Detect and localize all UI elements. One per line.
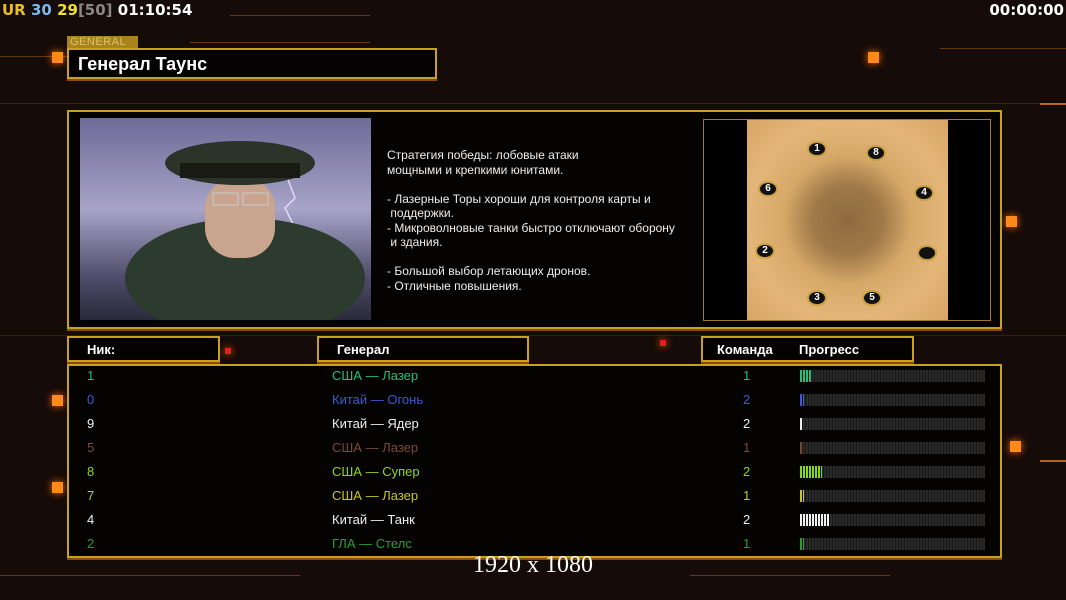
header-general: Генерал bbox=[317, 336, 529, 362]
progress-fill bbox=[800, 370, 812, 382]
player-nick: 5 bbox=[87, 440, 95, 455]
player-team: 1 bbox=[743, 440, 751, 455]
progress-bar bbox=[800, 442, 985, 454]
spawn-point[interactable]: 2 bbox=[755, 243, 775, 259]
ur-label: UR bbox=[2, 1, 26, 19]
header-nick: Ник: bbox=[67, 336, 220, 362]
player-team: 2 bbox=[743, 512, 751, 527]
progress-fill bbox=[800, 442, 802, 454]
spawn-point[interactable]: 5 bbox=[862, 290, 882, 306]
player-nick: 0 bbox=[87, 392, 95, 407]
progress-bar bbox=[800, 370, 985, 382]
spawn-point[interactable]: 3 bbox=[807, 290, 827, 306]
player-row[interactable]: 4 Китай — Танк 2 bbox=[69, 510, 999, 534]
player-general: США — Лазер bbox=[332, 440, 419, 455]
spawn-point[interactable] bbox=[917, 245, 937, 261]
player-nick: 9 bbox=[87, 416, 95, 431]
player-team: 2 bbox=[743, 464, 751, 479]
player-nick: 1 bbox=[87, 368, 95, 383]
player-row[interactable]: 2 ГЛА — Стелс 1 bbox=[69, 534, 999, 558]
hud-stats: UR 30 29[50] 01:10:54 bbox=[2, 1, 192, 19]
player-team: 2 bbox=[743, 392, 751, 407]
game-clock: 00:00:00 bbox=[989, 1, 1064, 19]
spawn-point[interactable]: 1 bbox=[807, 141, 827, 157]
player-row[interactable]: 5 США — Лазер 1 bbox=[69, 438, 999, 462]
general-tag: GENERAL bbox=[67, 36, 138, 48]
player-general: Китай — Огонь bbox=[332, 392, 424, 407]
resolution-label: 1920 x 1080 bbox=[473, 552, 593, 578]
players-table: 1 США — Лазер 1 0 Китай — Огонь 2 9 Кита… bbox=[67, 364, 1002, 558]
player-row[interactable]: 1 США — Лазер 1 bbox=[69, 366, 999, 390]
spawn-point[interactable]: 4 bbox=[914, 185, 934, 201]
elapsed-time: 01:10:54 bbox=[117, 1, 193, 19]
progress-bar bbox=[800, 418, 985, 430]
progress-bar bbox=[800, 490, 985, 502]
progress-bar bbox=[800, 394, 985, 406]
player-general: Китай — Танк bbox=[332, 512, 415, 527]
general-name: Генерал Таунс bbox=[67, 48, 437, 79]
player-row[interactable]: 0 Китай — Огонь 2 bbox=[69, 390, 999, 414]
progress-bar bbox=[800, 514, 985, 526]
player-team: 1 bbox=[743, 536, 751, 551]
spawn-point[interactable]: 6 bbox=[758, 181, 778, 197]
stat-2: 29 bbox=[57, 1, 78, 19]
player-general: ГЛА — Стелс bbox=[332, 536, 412, 551]
map-terrain: 1 8 6 4 2 3 5 bbox=[747, 120, 948, 320]
progress-fill bbox=[800, 490, 804, 502]
general-description: Стратегия победы: лобовые атаки мощными … bbox=[387, 148, 675, 293]
player-general: США — Лазер bbox=[332, 488, 419, 503]
stat-3: [50] bbox=[77, 1, 113, 19]
progress-bar bbox=[800, 538, 985, 550]
spawn-point[interactable]: 8 bbox=[866, 145, 886, 161]
player-nick: 4 bbox=[87, 512, 95, 527]
player-general: США — Лазер bbox=[332, 368, 419, 383]
player-team: 2 bbox=[743, 416, 751, 431]
player-nick: 7 bbox=[87, 488, 95, 503]
map-preview[interactable]: 1 8 6 4 2 3 5 bbox=[703, 119, 991, 321]
player-general: США — Супер bbox=[332, 464, 420, 479]
player-team: 1 bbox=[743, 368, 751, 383]
player-general: Китай — Ядер bbox=[332, 416, 419, 431]
header-progress: Прогресс bbox=[799, 342, 860, 357]
player-row[interactable]: 7 США — Лазер 1 bbox=[69, 486, 999, 510]
progress-bar bbox=[800, 466, 985, 478]
progress-fill bbox=[800, 418, 802, 430]
player-team: 1 bbox=[743, 488, 751, 503]
player-nick: 8 bbox=[87, 464, 95, 479]
header-team: Команда bbox=[717, 342, 773, 357]
progress-fill bbox=[800, 466, 823, 478]
progress-fill bbox=[800, 514, 830, 526]
portrait-figure bbox=[125, 141, 365, 320]
progress-fill bbox=[800, 394, 804, 406]
general-portrait bbox=[80, 118, 371, 320]
player-nick: 2 bbox=[87, 536, 95, 551]
progress-fill bbox=[800, 538, 804, 550]
player-row[interactable]: 8 США — Супер 2 bbox=[69, 462, 999, 486]
header-team-progress: Команда Прогресс bbox=[701, 336, 914, 362]
stat-1: 30 bbox=[30, 1, 52, 19]
player-row[interactable]: 9 Китай — Ядер 2 bbox=[69, 414, 999, 438]
